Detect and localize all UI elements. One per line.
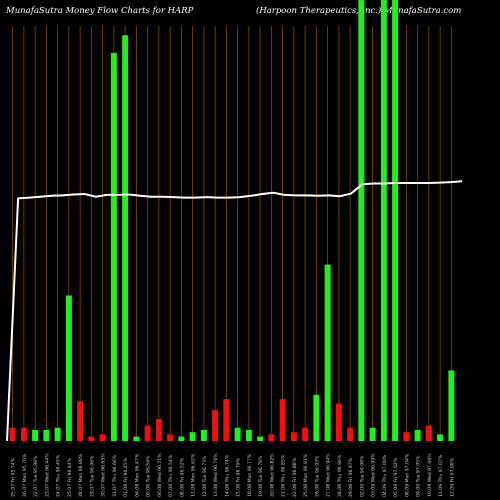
bar: [200, 429, 207, 441]
x-tick-label: 11.08 Mon 96.62%: [191, 453, 197, 497]
x-tick-label: 08.09 Mon 97.04%: [404, 453, 410, 497]
bar: [122, 35, 129, 441]
x-tick-label: 10.09 Wed 97.06%: [427, 453, 433, 497]
x-tick-label: 31.07 Thu 96.66%: [112, 454, 118, 497]
bar: [167, 434, 174, 441]
x-tick-label: 04.09 Thu 97.00%: [382, 454, 388, 497]
x-tick-label: 27.08 Wed 96.94%: [326, 453, 332, 497]
x-tick-label: 29.08 Fri 96.97%: [348, 457, 354, 497]
x-tick-label: 05.09 Fri 97.02%: [393, 457, 399, 497]
bar: [155, 418, 162, 441]
bar: [392, 0, 399, 441]
x-tick-label: 01.08 Fri 96.45%: [123, 457, 129, 497]
bar: [403, 432, 410, 441]
x-tick-label: 14.08 Thu 96.74%: [224, 454, 230, 497]
bar: [88, 436, 95, 441]
x-tick-label: 25.07 Fri 96.44%: [67, 457, 73, 497]
x-tick-label: 13.08 Wed 96.76%: [213, 453, 219, 497]
bar: [32, 429, 39, 441]
bar: [223, 399, 230, 441]
x-tick-label: 30.07 Wed 96.65%: [101, 453, 107, 497]
bar: [279, 399, 286, 441]
x-tick-label: 05.08 Tue 96.54%: [146, 455, 152, 497]
bar: [189, 432, 196, 441]
x-tick-label: 21.08 Thu 96.85%: [281, 454, 287, 497]
x-tick-label: 24.07 Thu 96.45%: [56, 454, 62, 497]
bar: [65, 295, 72, 441]
bar: [77, 401, 84, 441]
bar: [437, 434, 444, 441]
x-tick-label: 26.08 Tue 96.93%: [314, 455, 320, 497]
bar: [234, 427, 241, 441]
x-tick-label: 19.08 Tue 96.78%: [258, 455, 264, 497]
bar: [245, 429, 252, 441]
bar: [54, 427, 61, 441]
bar: [324, 264, 331, 441]
price-line-group: [6, 180, 463, 442]
bar: [358, 0, 365, 441]
x-tick-label: 28.07 Mon 96.88%: [78, 453, 84, 497]
x-tick-label: 09.09 Tue 97.05%: [416, 455, 422, 497]
x-tick-label: 26.07 Mon 95.76%: [22, 453, 28, 497]
bar: [178, 436, 185, 441]
x-tick-label: 20.08 Wed 96.82%: [269, 453, 275, 497]
x-tick-label: 12.08 Tue 96.73%: [202, 455, 208, 497]
x-tick-label: 15.08 Fri 96.79%: [236, 457, 242, 497]
bar: [99, 434, 106, 441]
x-tick-labels: 25.07 Fri 95.74% 26.07 Mon 95.76% 22.07 Tu…: [11, 453, 456, 497]
x-tick-label: 07.08 Thu 96.54%: [168, 454, 174, 497]
bar: [110, 52, 117, 442]
bar: [369, 427, 376, 441]
bar: [144, 425, 151, 441]
x-tick-label: 06.08 Wed 96.51%: [157, 453, 163, 497]
bar: [290, 432, 297, 441]
bar: [425, 425, 432, 441]
bar: [9, 427, 16, 441]
x-tick-label: 22.08 Fri 96.88%: [292, 457, 298, 497]
x-tick-label: 08.08 Fri 96.52%: [179, 457, 185, 497]
bar: [43, 429, 50, 441]
x-tick-label: 28.08 Thu 96.96%: [337, 454, 343, 497]
x-tick-label: 03.09 Wed 96.99%: [371, 453, 377, 497]
x-tick-label: 12.09 Fri 97.08%: [449, 457, 455, 497]
x-tick-label: 18.08 Mon 96.77%: [247, 453, 253, 497]
x-tick-label: 02.09 Tue 96.98%: [359, 455, 365, 497]
x-tick-label: 23.07 Wed 96.44%: [44, 453, 50, 497]
bar: [448, 370, 455, 441]
x-tick-label: 04.08 Mon 96.47%: [134, 453, 140, 497]
bar: [257, 436, 264, 441]
bars: [9, 0, 455, 442]
bar: [380, 0, 387, 441]
x-tick-label: 11.09 Thu 97.07%: [438, 454, 444, 497]
bar: [20, 427, 27, 441]
x-tick-label: 22.07 Tue 95.98%: [33, 455, 39, 497]
bar: [347, 427, 354, 441]
bar: [313, 394, 320, 441]
bar: [414, 429, 421, 441]
x-tick-label: 25.07 Fri 95.74%: [11, 457, 17, 497]
price-line: [6, 180, 463, 442]
x-tick-label: 29.07 Tue 96.96%: [89, 455, 95, 497]
bar: [133, 436, 140, 441]
bar: [302, 427, 309, 441]
chart-title: MunafaSutra Money Flow Charts for HARP: [6, 6, 194, 16]
bar: [212, 410, 219, 441]
bar: [335, 403, 342, 441]
bar: [268, 434, 275, 441]
x-tick-label: 25.08 Mon 96.91%: [303, 453, 309, 497]
